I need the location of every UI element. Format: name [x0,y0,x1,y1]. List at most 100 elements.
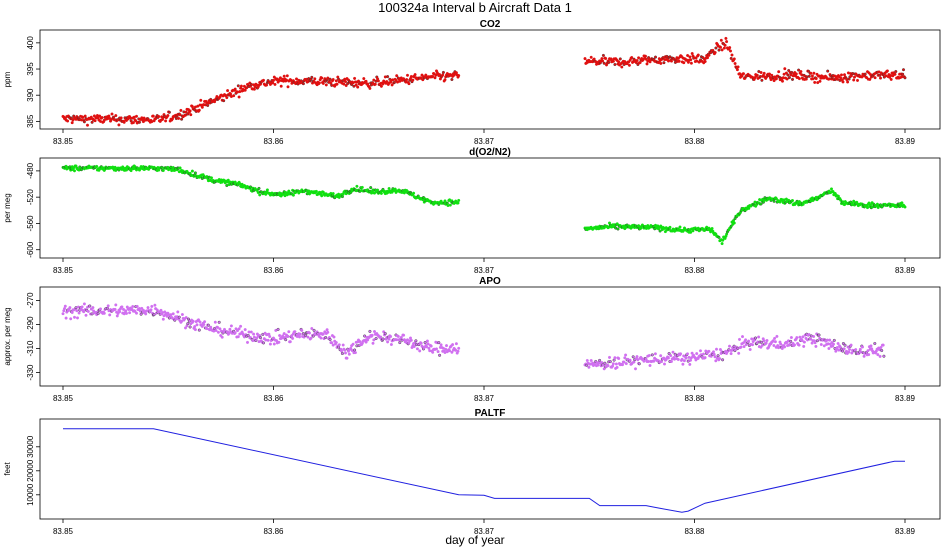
data-point [69,116,73,120]
data-point [331,192,335,196]
data-point [383,332,387,336]
data-point [729,224,733,228]
data-point [88,304,92,308]
data-point [695,352,699,356]
data-point [68,306,72,310]
x-tick-label: 83.85 [53,394,74,403]
data-point [457,74,461,78]
data-point [650,353,654,357]
data-point [893,72,897,76]
data-point [436,350,440,354]
data-point [213,327,217,331]
data-point [313,77,317,81]
data-point [696,53,700,57]
data-point [789,339,793,343]
data-point [772,199,776,203]
y-tick-label: -270 [26,292,35,309]
data-point [152,313,156,317]
data-point [213,320,217,324]
data-point [869,203,873,207]
data-point [812,71,816,75]
data-point [390,83,394,87]
data-point [295,77,299,81]
data-point [691,229,695,233]
plot-frame [39,157,941,259]
data-point [216,330,220,334]
data-point [760,78,764,82]
data-point [411,78,415,82]
data-point [682,359,686,363]
data-point [189,113,193,117]
data-point [353,348,357,352]
data-point [615,365,619,369]
data-point [385,80,389,84]
plot-frame [39,29,941,130]
data-point [272,342,276,346]
data-point [372,338,376,342]
data-point [624,353,628,357]
data-point [197,108,201,112]
data-point [117,123,121,127]
data-point [787,68,791,72]
data-point [843,343,847,347]
y-tick-label: -600 [26,241,35,258]
data-point [341,343,345,347]
data-point [797,77,801,81]
data-point [717,235,721,239]
data-point [774,197,778,201]
data-point [613,356,617,360]
y-tick-label: 385 [26,114,35,128]
data-point [714,359,718,363]
data-point [737,351,741,355]
x-tick-label: 83.87 [474,266,495,275]
data-point [854,348,858,352]
data-point [331,343,335,347]
data-point [839,76,843,80]
data-point [368,86,372,90]
data-point [425,345,429,349]
data-point [814,344,818,348]
data-point [601,53,605,57]
data-point [360,185,364,189]
data-point [765,339,769,343]
data-point [736,65,740,69]
data-point [850,351,854,355]
data-point [733,62,737,66]
data-point [120,305,124,309]
y-tick-label: -310 [26,340,35,357]
y-axis-label: per meg [3,193,12,222]
data-point [598,358,602,362]
data-point [262,341,266,345]
data-point [635,355,639,359]
data-point [370,333,374,337]
data-point [659,61,663,65]
data-point [153,303,157,307]
data-point [362,77,366,81]
data-point [786,73,790,77]
data-point [310,327,314,331]
data-points [61,164,907,246]
data-point [183,326,187,330]
data-point [748,348,752,352]
data-point [818,79,822,83]
data-point [114,114,118,118]
data-point [878,73,882,77]
data-point [217,320,221,324]
data-point [188,325,192,329]
data-point [732,57,736,61]
data-point [901,72,905,76]
data-point [712,352,716,356]
data-point [266,338,270,342]
data-point [669,360,673,364]
data-point [835,346,839,350]
data-point [285,74,289,78]
data-point [353,351,357,355]
x-tick-label: 83.87 [474,137,495,146]
data-point [184,316,188,320]
data-point [635,59,639,63]
data-point [287,189,291,193]
data-point [879,346,883,350]
data-point [832,342,836,346]
data-point [676,358,680,362]
data-point [654,55,658,59]
